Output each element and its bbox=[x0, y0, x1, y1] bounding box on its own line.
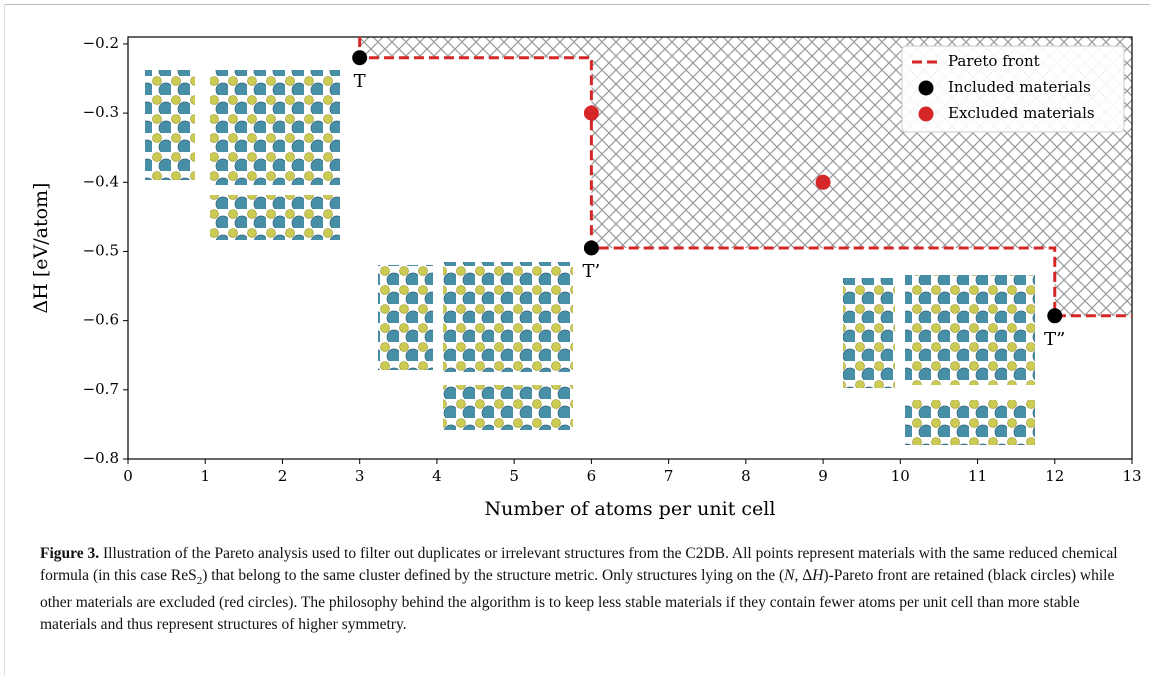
legend-label: Included materials bbox=[948, 78, 1091, 96]
data-point bbox=[815, 174, 831, 190]
caption-text: ) that belong to the same cluster define… bbox=[202, 567, 785, 584]
caption-text: H bbox=[812, 567, 824, 584]
x-tick-label: 11 bbox=[968, 467, 987, 485]
caption-text: Illustration of the Pareto analysis used… bbox=[40, 545, 1118, 584]
x-tick-label: 7 bbox=[664, 467, 674, 485]
legend-box bbox=[901, 45, 1125, 133]
legend-label: Excluded materials bbox=[948, 104, 1095, 122]
x-tick-label: 12 bbox=[1045, 467, 1064, 485]
y-tick-label: −0.3 bbox=[83, 103, 119, 121]
y-tick-label: −0.8 bbox=[83, 449, 119, 467]
x-tick-label: 9 bbox=[818, 467, 828, 485]
x-tick-label: 13 bbox=[1122, 467, 1141, 485]
chart: Number of atoms per unit cell ΔH [eV/ato… bbox=[30, 34, 1142, 520]
structure-illustrations bbox=[145, 70, 1035, 445]
caption-text: , Δ bbox=[794, 567, 813, 584]
point-annotation: T” bbox=[1044, 329, 1065, 350]
caption-text: 2 bbox=[196, 575, 203, 588]
y-tick-label: −0.6 bbox=[83, 311, 119, 329]
y-tick-label: −0.4 bbox=[83, 172, 119, 190]
figure-frame bbox=[4, 4, 1150, 676]
data-point bbox=[1047, 308, 1063, 324]
x-tick-label: 0 bbox=[123, 467, 133, 485]
point-annotation: T bbox=[354, 71, 366, 92]
plot-frame bbox=[127, 36, 1133, 460]
caption-text: Figure 3. bbox=[40, 545, 100, 562]
x-tick-label: 4 bbox=[432, 467, 442, 485]
data-point bbox=[583, 105, 599, 121]
x-tick-label: 2 bbox=[278, 467, 288, 485]
y-tick-label: −0.2 bbox=[83, 34, 119, 52]
caption: Figure 3. Illustration of the Pareto ana… bbox=[40, 543, 1130, 636]
x-tick-label: 3 bbox=[355, 467, 365, 485]
y-tick-label: −0.7 bbox=[83, 380, 119, 398]
y-axis-label: ΔH [eV/atom] bbox=[30, 183, 52, 314]
legend-label: Pareto front bbox=[948, 52, 1040, 70]
x-tick-label: 6 bbox=[587, 467, 597, 485]
x-tick-label: 8 bbox=[741, 467, 751, 485]
legend-key bbox=[918, 106, 934, 122]
x-tick-label: 10 bbox=[891, 467, 910, 485]
x-tick-label: 1 bbox=[200, 467, 210, 485]
data-point bbox=[583, 240, 599, 256]
caption-text: )-Pareto front are retained (black circl… bbox=[40, 567, 1115, 634]
y-tick-label: −0.5 bbox=[83, 241, 119, 259]
caption-text: N bbox=[784, 567, 795, 584]
x-axis-label: Number of atoms per unit cell bbox=[485, 498, 776, 520]
point-annotation: T’ bbox=[583, 261, 601, 282]
x-tick-label: 5 bbox=[509, 467, 519, 485]
data-point bbox=[352, 50, 368, 66]
legend-key bbox=[918, 80, 934, 96]
